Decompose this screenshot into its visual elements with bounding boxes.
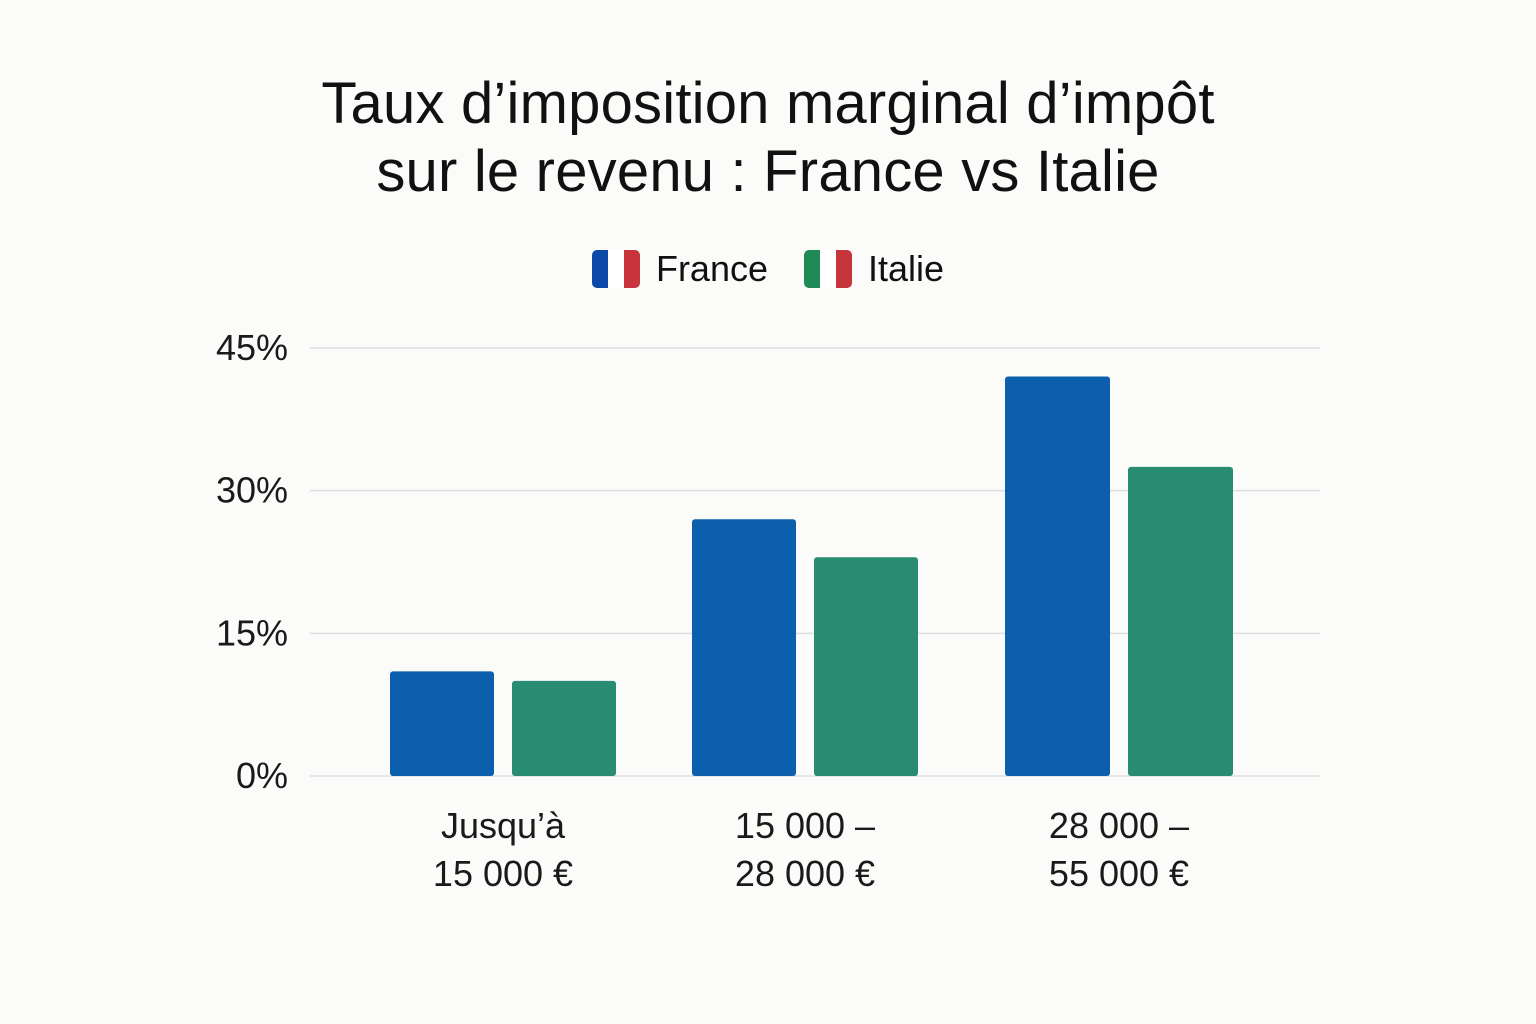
chart-title: Taux d’imposition marginal d’impôt sur l… [0,70,1536,206]
legend-item-france: France [591,248,768,290]
flag-stripe [836,250,852,288]
chart-legend: France Italie [0,248,1536,290]
legend-label-france: France [655,248,768,289]
bar-france-1 [390,671,494,776]
france-flag-icon [591,250,640,288]
y-tick-label: 15% [216,612,288,653]
x-category-label: 15 000 – [735,805,875,846]
x-category-label: 28 000 – [1049,805,1189,846]
bar-italie-3 [1128,466,1233,776]
flag-stripe [591,250,608,288]
chart-title-line-1: Taux d’imposition marginal d’impôt [321,71,1215,136]
x-axis-labels: Jusqu’à 15 000 € 15 000 – 28 000 € 28 000 – 5… [433,805,1189,894]
bars [390,376,1233,776]
italy-flag-icon [804,250,852,288]
y-tick-label: 45% [216,327,288,368]
flag-stripe [623,250,640,288]
legend-item-italie: Italie [804,248,944,290]
bar-france-3 [1005,376,1110,776]
bar-france-2 [692,519,796,776]
bar-italie-2 [814,557,918,776]
bar-italie-1 [512,680,616,776]
flag-stripe [820,250,836,288]
x-category-label: 55 000 € [1049,853,1189,894]
y-axis-ticks: 0% 15% 30% 45% [216,327,288,796]
x-category-label: 28 000 € [735,853,875,894]
x-category-label: Jusqu’à [441,805,566,846]
legend-label-italie: Italie [868,248,945,289]
y-tick-label: 30% [216,470,288,511]
flag-stripe [607,250,624,288]
flag-stripe [804,250,820,288]
x-category-label: 15 000 € [433,853,573,894]
y-tick-label: 0% [236,755,288,796]
chart-title-line-2: sur le revenu : France vs Italie [376,139,1160,204]
